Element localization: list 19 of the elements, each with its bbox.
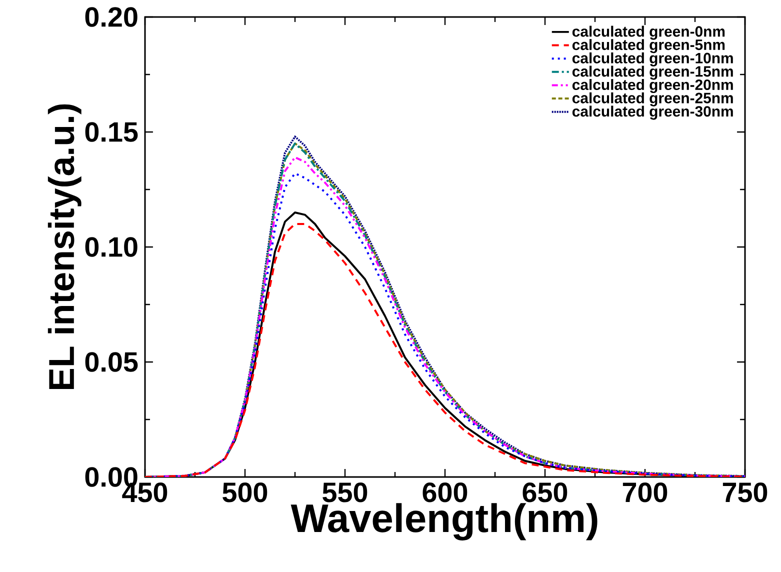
x-tick-label: 550 — [322, 482, 368, 502]
y-tick-label: 0.05 — [85, 352, 138, 372]
x-tick-label: 700 — [622, 482, 668, 502]
x-axis-title: Wavelength(nm) — [290, 503, 598, 540]
x-tick-label: 650 — [522, 482, 568, 502]
legend-label: calculated green-30nm — [572, 106, 733, 120]
legend-label: calculated green-10nm — [572, 52, 733, 66]
x-tick-label: 750 — [722, 482, 768, 502]
x-tick-label: 600 — [422, 482, 468, 502]
legend-label: calculated green-0nm — [572, 26, 725, 40]
y-tick-label: 0.20 — [85, 7, 138, 27]
y-axis-title: EL intensity(a.u.) — [48, 104, 82, 390]
y-tick-label: 0.15 — [85, 122, 138, 142]
legend-label: calculated green-25nm — [572, 92, 733, 106]
legend-label: calculated green-5nm — [572, 39, 725, 54]
legend-label: calculated green-20nm — [572, 79, 733, 94]
legend-label: calculated green-15nm — [572, 66, 733, 80]
x-tick-label: 500 — [222, 482, 268, 502]
y-tick-label: 0.10 — [85, 237, 138, 257]
